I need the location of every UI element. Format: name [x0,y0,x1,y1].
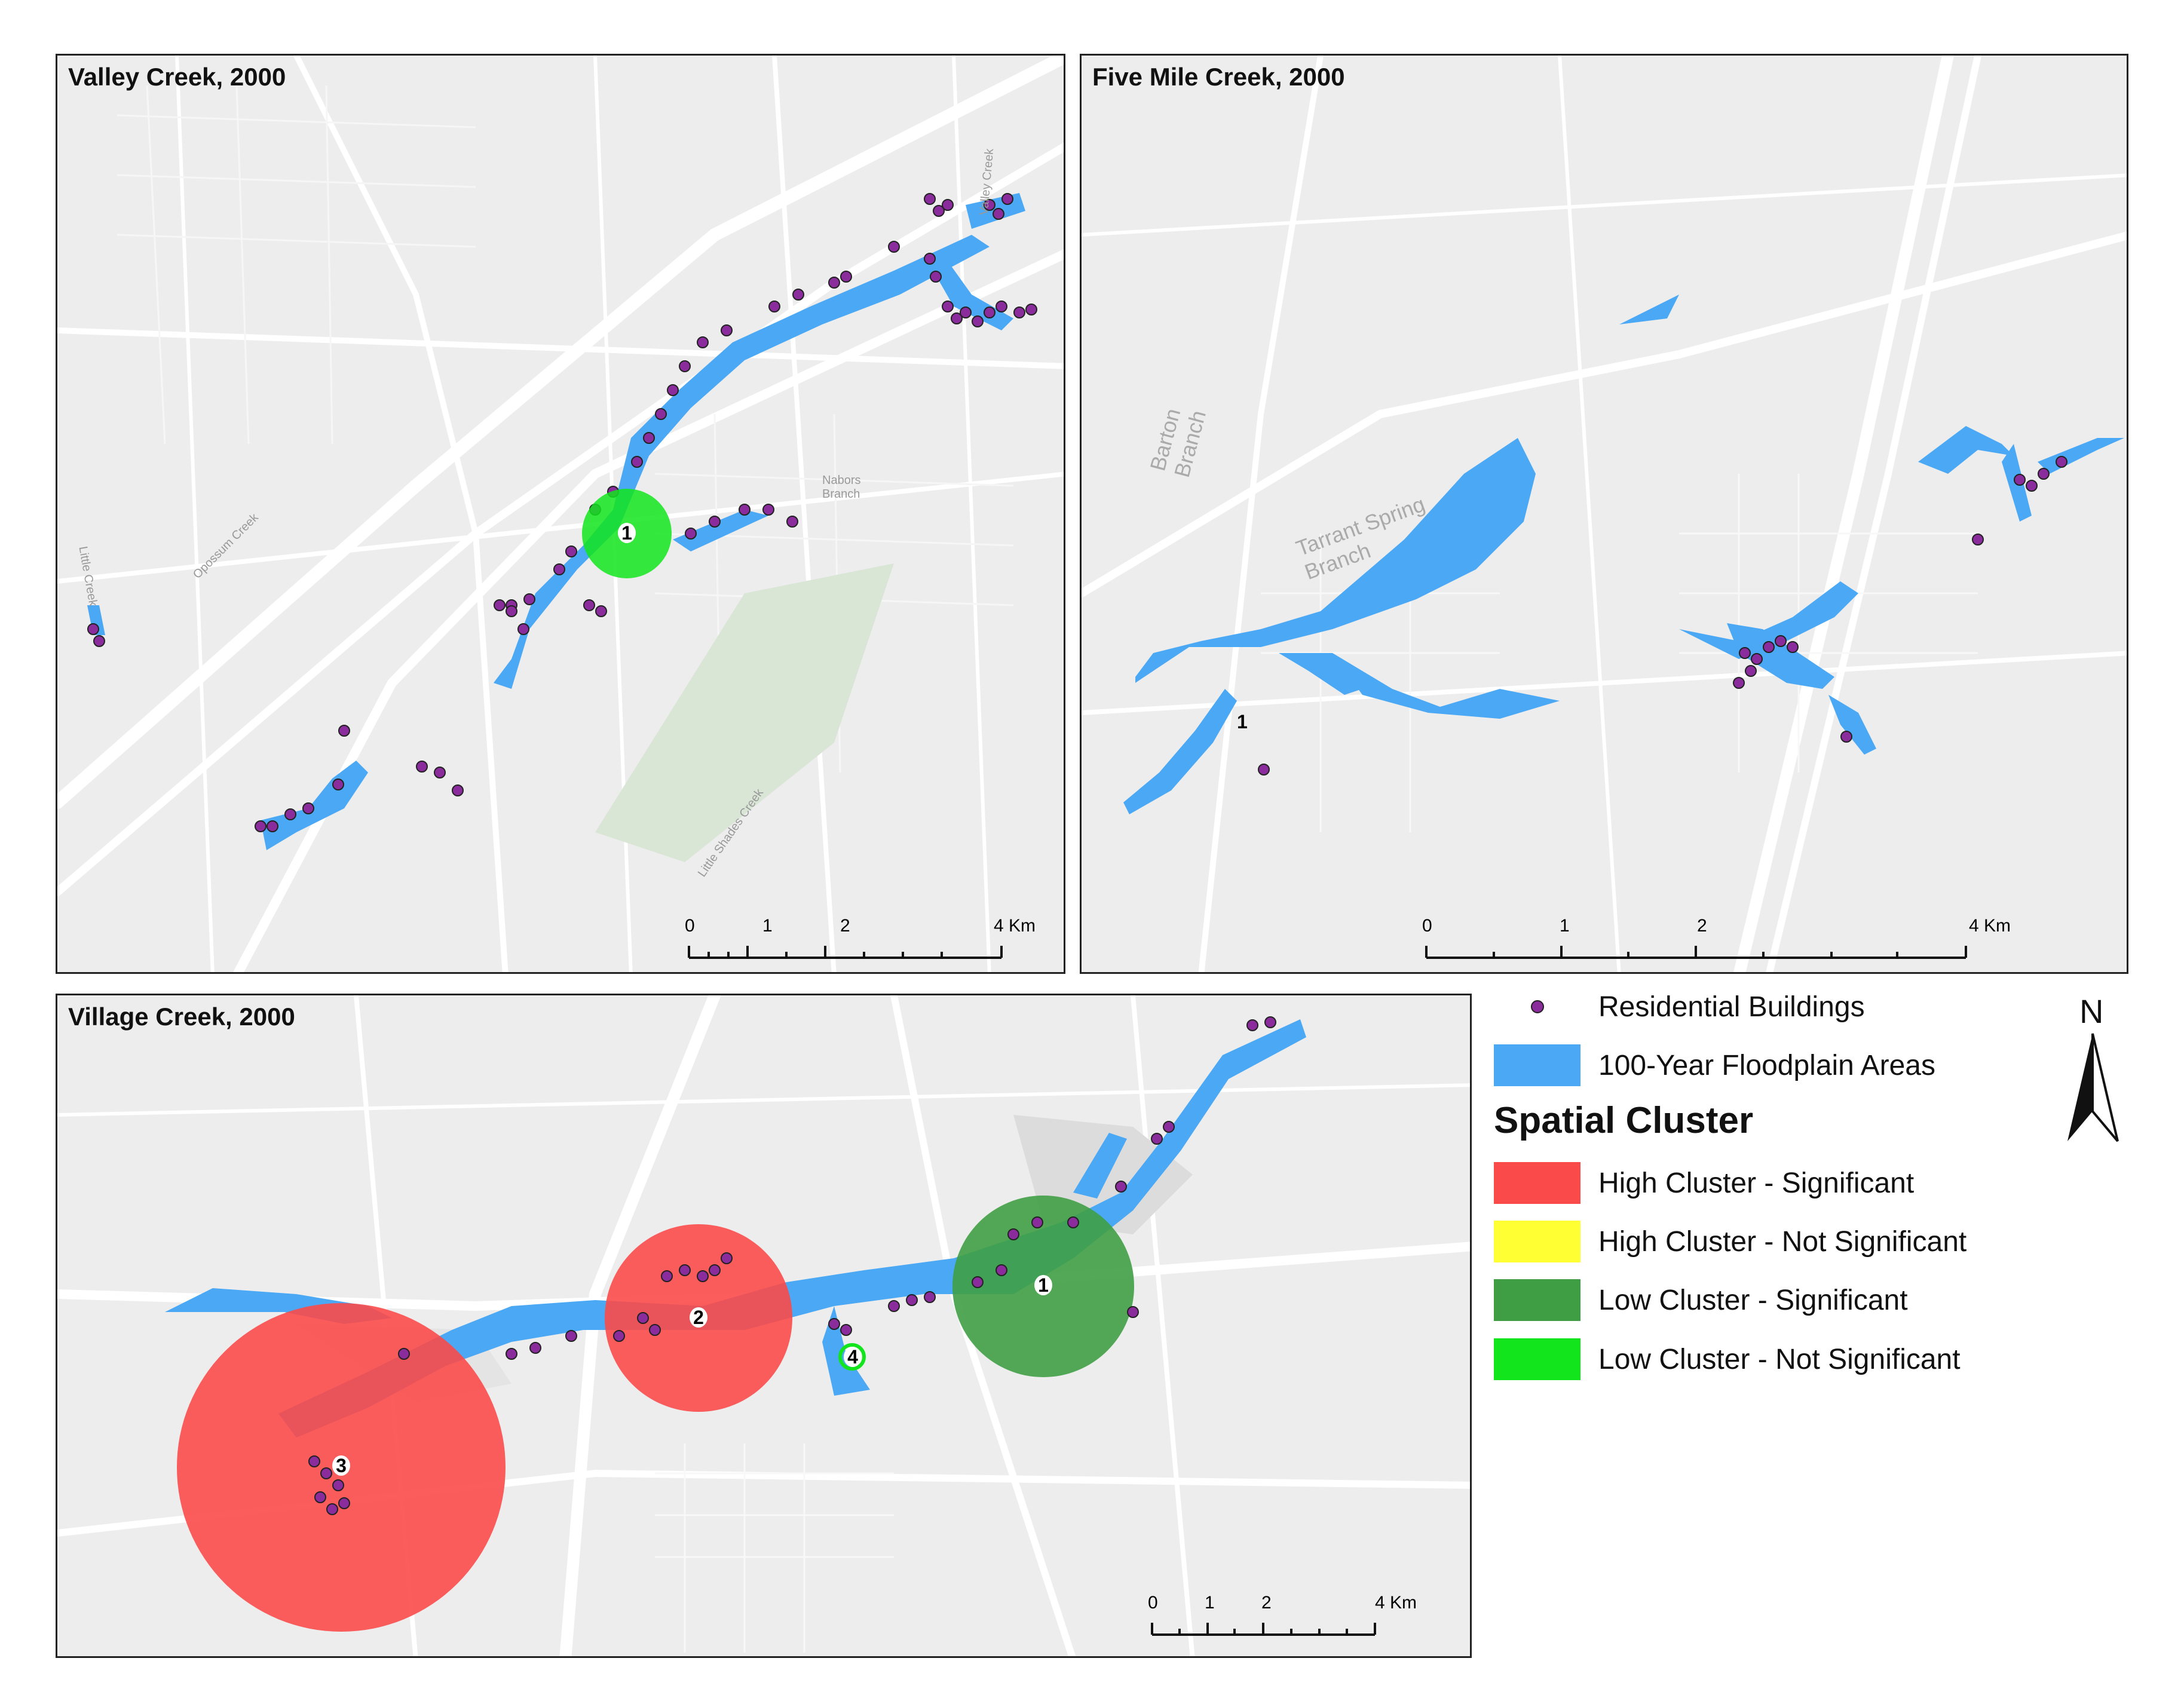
legend-item-label: Low Cluster - Significant [1598,1284,1908,1316]
village-cluster-label-4: 4 [844,1347,862,1367]
legend-floodplain: 100-Year Floodplain Areas [1494,1044,1935,1086]
five-mile-creek-title: Five Mile Creek, 2000 [1092,63,1345,91]
fivemile-scale-0: 0 [1422,916,1432,936]
village-scale-end: 4 Km [1375,1593,1417,1613]
fivemile-scale-2: 2 [1697,916,1707,936]
valley-scale-bar [688,946,1003,959]
nabors-branch-label: Nabors Branch [822,474,861,501]
north-label: N [2079,992,2104,1030]
village-cluster-label-3: 3 [332,1455,350,1476]
legend-item: Low Cluster - Significant [1494,1279,1908,1321]
legend-item-label: High Cluster - Significant [1598,1167,1915,1199]
village-scale-0: 0 [1148,1593,1158,1613]
village-creek-map: Village Creek, 2000 1 2 3 4 0 1 2 4 Km [56,994,1472,1658]
fivemile-cluster-label-1: 1 [1237,711,1248,732]
village-cluster-label-1: 1 [1034,1275,1052,1295]
legend-item-label: Low Cluster - Not Significant [1598,1343,1961,1375]
village-scale-2: 2 [1261,1593,1272,1613]
legend-item: High Cluster - Significant [1494,1162,1914,1204]
valley-creek-basemap [57,56,1064,972]
village-cluster-label-2: 2 [690,1307,707,1328]
valley-scale-1: 1 [762,916,773,936]
low-cluster-significant-swatch [1494,1279,1580,1321]
high-cluster-significant-swatch [1494,1162,1580,1204]
valley-creek-map: Valley Creek, 2000 Valley Creek Opossum … [56,54,1065,974]
valley-scale-2: 2 [840,916,850,936]
five-mile-creek-basemap [1082,56,2127,972]
legend-floodplain-label: 100-Year Floodplain Areas [1598,1049,1935,1081]
high-cluster-not-significant-swatch [1494,1221,1580,1262]
valley-creek-title: Valley Creek, 2000 [68,63,286,91]
legend-residential-label: Residential Buildings [1598,991,1865,1023]
village-scale-1: 1 [1205,1593,1215,1613]
fivemile-scale-1: 1 [1560,916,1570,936]
legend-item: Low Cluster - Not Significant [1494,1338,1961,1380]
village-creek-title: Village Creek, 2000 [68,1003,295,1031]
legend-cluster-heading: Spatial Cluster [1494,1100,1754,1141]
residential-building-symbol [1494,986,1580,1028]
fivemile-scale-bar [1425,946,1967,959]
floodplain-swatch [1494,1044,1580,1086]
legend-item: High Cluster - Not Significant [1494,1221,1966,1262]
low-cluster-not-significant-swatch [1494,1338,1580,1380]
valley-cluster-label-1: 1 [618,523,636,543]
village-scale-bar [1151,1623,1376,1636]
north-arrow: N [2056,992,2133,1147]
village-creek-basemap [57,995,1470,1656]
north-arrow-icon [2067,1033,2119,1142]
map-legend: Residential Buildings 100-Year Floodplai… [1494,986,2175,1404]
valley-scale-end: 4 Km [994,916,1036,936]
five-mile-creek-map: Five Mile Creek, 2000 Barton Branch Tarr… [1080,54,2128,974]
legend-item-label: High Cluster - Not Significant [1598,1225,1967,1258]
valley-scale-0: 0 [685,916,695,936]
legend-residential: Residential Buildings [1494,986,1865,1028]
fivemile-scale-end: 4 Km [1969,916,2011,936]
